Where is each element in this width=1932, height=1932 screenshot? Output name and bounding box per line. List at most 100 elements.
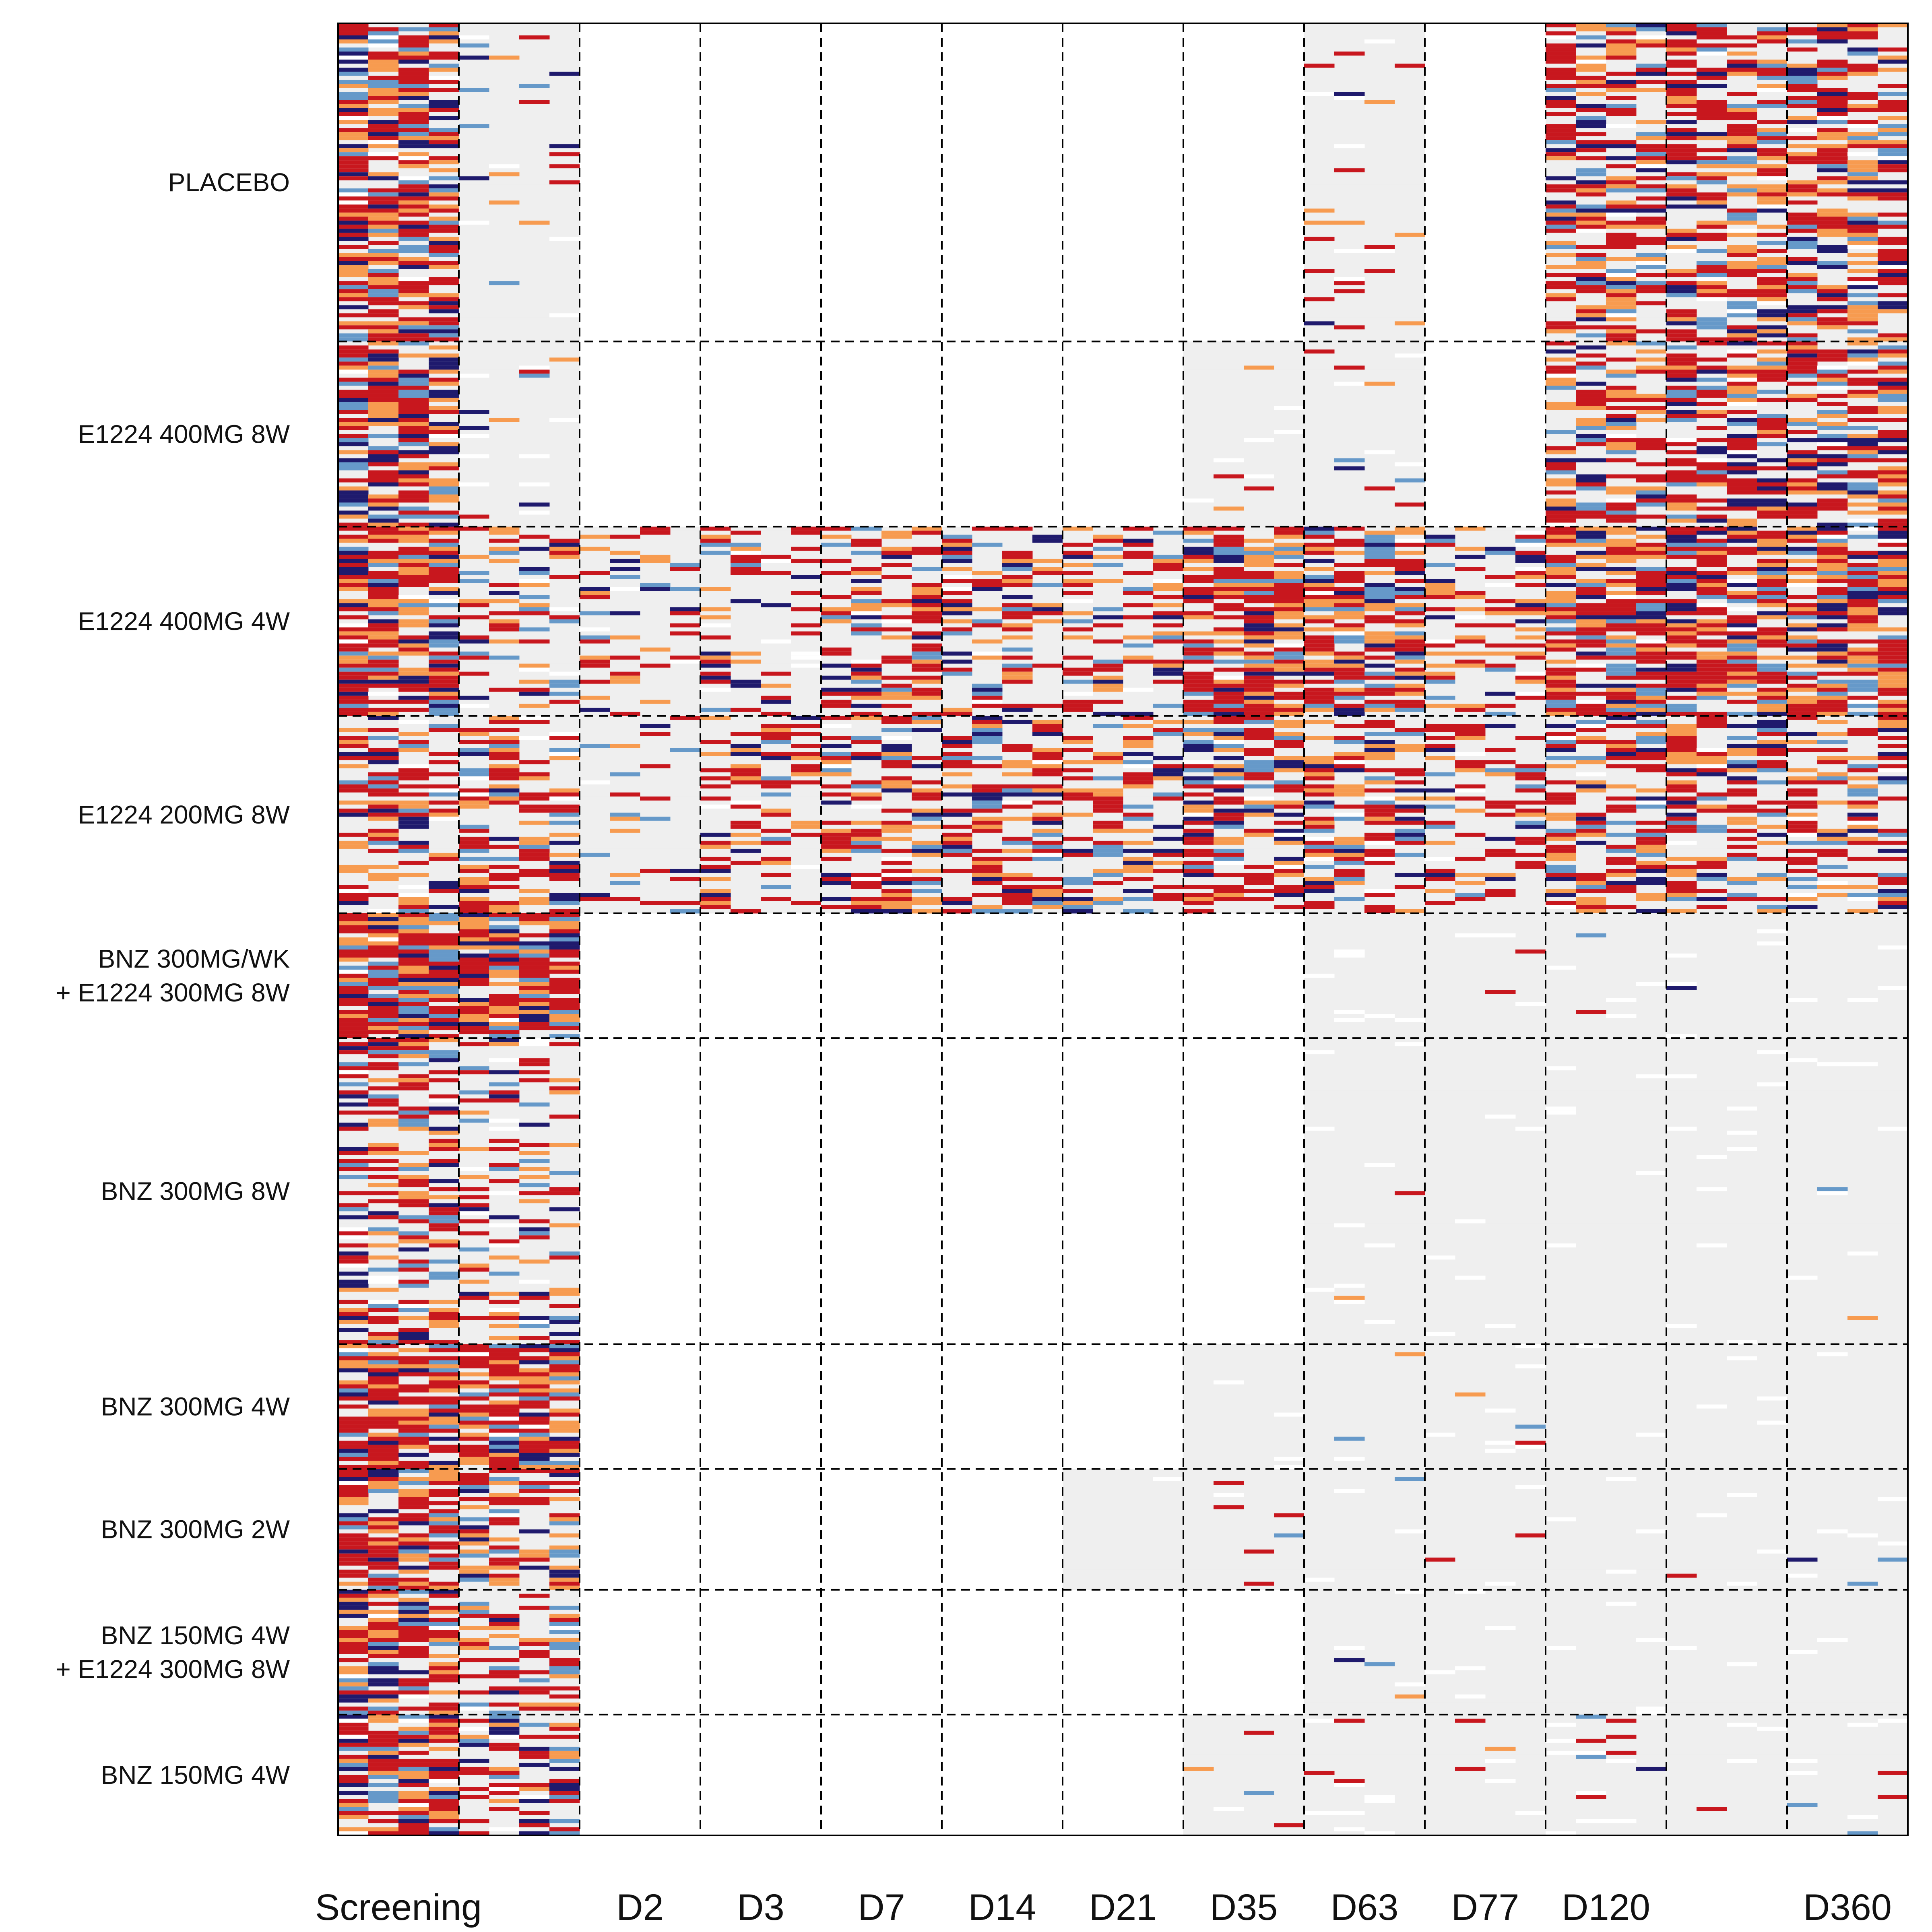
- cell-low: [1636, 494, 1667, 499]
- cell-high: [1636, 547, 1667, 551]
- cell-very-high: [851, 712, 882, 716]
- cell-high: [1364, 631, 1395, 636]
- cell-very-high: [1093, 623, 1123, 628]
- cell-moderate: [1606, 104, 1637, 108]
- cell-low: [1485, 724, 1516, 729]
- cell-high: [1787, 559, 1818, 564]
- cell-moderate: [1546, 88, 1576, 92]
- cell-very-high: [1546, 555, 1576, 559]
- cell-negative: [459, 72, 580, 76]
- cell-very-high: [1757, 675, 1788, 680]
- cell-high: [368, 108, 399, 112]
- cell-moderate: [338, 80, 369, 84]
- cell-high: [1878, 406, 1908, 410]
- cell-high: [429, 160, 459, 165]
- cell-high: [1847, 233, 1878, 237]
- cell-low: [549, 543, 580, 547]
- cell-moderate: [1576, 204, 1606, 209]
- cell-high: [398, 748, 429, 753]
- cell-very-high: [1697, 68, 1727, 72]
- cell-high: [1485, 772, 1516, 777]
- cell-very-high: [1817, 96, 1848, 100]
- cell-high: [1455, 704, 1486, 708]
- cell-very-high: [1878, 349, 1908, 354]
- cell-negative: [580, 667, 700, 672]
- cell-very-high: [1274, 784, 1305, 789]
- cell-low: [1546, 176, 1576, 181]
- cell-very-high: [429, 651, 459, 656]
- cell-low: [881, 744, 912, 749]
- cell-low: [1032, 535, 1063, 539]
- cell-very-high: [1727, 43, 1757, 48]
- cell-high: [1304, 772, 1335, 777]
- cell-very-high: [1546, 56, 1576, 60]
- cell-very-high: [1364, 768, 1395, 773]
- cell-negative: [1787, 200, 1908, 205]
- cell-negative: [459, 301, 580, 305]
- cell-very-high: [912, 631, 942, 636]
- cell-missing: [1364, 39, 1395, 44]
- cell-high: [1123, 740, 1154, 745]
- cell-low: [1395, 587, 1425, 592]
- cell-very-high: [1878, 587, 1908, 592]
- cell-moderate: [1636, 567, 1667, 572]
- cell-moderate: [1606, 651, 1637, 656]
- cell-very-high: [429, 52, 459, 56]
- cell-high: [1274, 571, 1305, 576]
- cell-very-high: [338, 535, 369, 539]
- cell-low: [791, 575, 822, 580]
- cell-very-high: [429, 539, 459, 543]
- cell-moderate: [1847, 217, 1878, 221]
- cell-very-high: [429, 430, 459, 434]
- cell-low: [1757, 486, 1788, 491]
- cell-negative: [1304, 156, 1425, 161]
- cell-very-high: [912, 530, 942, 535]
- cell-negative: [459, 651, 580, 656]
- cell-very-high: [670, 655, 701, 660]
- cell-low: [1546, 200, 1576, 205]
- cell-very-high: [1515, 535, 1546, 539]
- cell-very-high: [1878, 458, 1908, 462]
- cell-very-high: [1817, 152, 1848, 157]
- cell-moderate: [761, 740, 791, 745]
- cell-moderate: [549, 748, 580, 753]
- cell-very-high: [1304, 643, 1335, 648]
- cell-high: [1304, 756, 1335, 761]
- cell-very-high: [429, 667, 459, 672]
- cell-moderate: [1002, 663, 1033, 668]
- cell-very-high: [1666, 80, 1697, 84]
- cell-very-high: [1002, 667, 1033, 672]
- cell-very-high: [821, 716, 852, 720]
- cell-high: [1666, 780, 1697, 785]
- cell-low: [1878, 551, 1908, 555]
- cell-negative: [1304, 265, 1425, 269]
- cell-negative: [821, 559, 942, 564]
- cell-negative: [1304, 333, 1425, 338]
- cell-very-high: [1515, 736, 1546, 741]
- cell-moderate: [1576, 502, 1606, 507]
- cell-very-high: [1666, 675, 1697, 680]
- cell-low: [1666, 768, 1697, 773]
- cell-negative: [580, 768, 700, 773]
- cell-very-high: [1546, 52, 1576, 56]
- cell-high: [1757, 156, 1788, 161]
- cell-missing: [429, 599, 459, 604]
- cell-very-high: [1032, 768, 1063, 773]
- cell-very-high: [1546, 369, 1576, 374]
- cell-very-high: [1817, 148, 1848, 153]
- cell-missing: [1153, 579, 1184, 584]
- cell-very-high: [429, 510, 459, 515]
- cell-moderate: [1093, 776, 1123, 781]
- cell-high: [1878, 128, 1908, 132]
- cell-very-high: [398, 68, 429, 72]
- cell-very-high: [1546, 43, 1576, 48]
- cell-moderate: [1757, 587, 1788, 592]
- cell-high: [1757, 563, 1788, 568]
- cell-high: [731, 764, 761, 769]
- cell-negative: [1425, 579, 1546, 584]
- cell-high: [1546, 329, 1576, 334]
- cell-negative: [459, 462, 580, 466]
- cell-negative: [1304, 108, 1425, 112]
- cell-negative: [1304, 728, 1425, 733]
- cell-high: [1274, 611, 1305, 616]
